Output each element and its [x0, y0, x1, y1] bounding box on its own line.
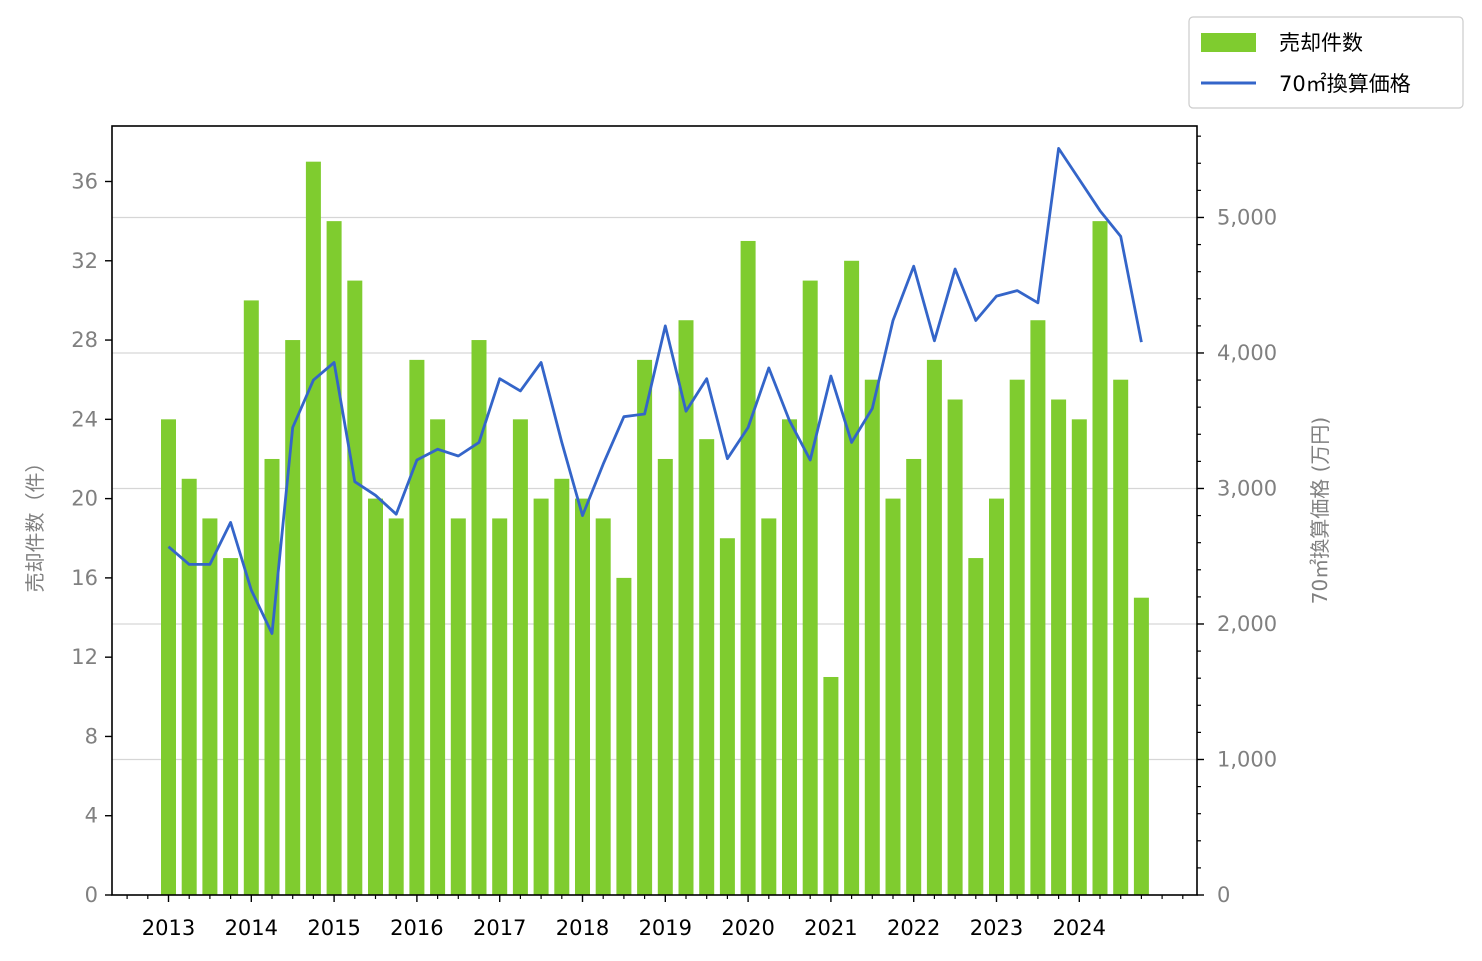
bar	[1133, 597, 1149, 895]
bar	[430, 419, 446, 895]
bar	[637, 359, 653, 896]
left-tick-label: 36	[71, 169, 98, 193]
bar	[554, 478, 570, 895]
bar	[1009, 379, 1025, 895]
right-tick-label: 1,000	[1217, 747, 1277, 771]
left-tick-label: 32	[71, 249, 98, 273]
bar	[719, 538, 735, 895]
bar	[264, 458, 280, 895]
bar	[1113, 379, 1129, 895]
bar	[947, 399, 963, 895]
left-tick-label: 28	[71, 328, 98, 352]
right-axis-label: 70㎡換算価格 (万円)	[1308, 417, 1332, 604]
left-tick-label: 8	[85, 724, 98, 748]
bar	[450, 518, 466, 895]
bar	[678, 320, 694, 896]
bar	[1051, 399, 1067, 895]
legend-line-label: 70㎡換算価格	[1279, 72, 1411, 96]
bar	[864, 379, 880, 895]
price-line	[167, 146, 1143, 635]
x-tick-label: 2019	[639, 916, 692, 940]
bar	[761, 518, 777, 895]
legend-box	[1188, 16, 1464, 109]
bar	[223, 558, 239, 895]
right-tick-label: 5,000	[1217, 205, 1277, 229]
bar	[740, 240, 756, 895]
right-tick-label: 4,000	[1217, 341, 1277, 365]
bar	[699, 439, 715, 895]
plot-frame	[111, 125, 1198, 896]
bar	[595, 518, 611, 895]
bar	[533, 498, 549, 895]
left-axis-label: 売却件数（件）	[23, 453, 47, 593]
bar	[885, 498, 901, 895]
bar	[285, 340, 301, 896]
bar	[844, 260, 860, 895]
bar	[823, 676, 839, 895]
x-tick-label: 2018	[556, 916, 609, 940]
bar	[906, 458, 922, 895]
legend: 売却件数 70㎡換算価格	[1188, 16, 1464, 109]
bar	[512, 419, 528, 895]
bar	[1092, 221, 1108, 895]
bar	[471, 340, 487, 896]
bar	[1071, 419, 1087, 895]
bar-series	[161, 161, 1149, 896]
bar	[161, 419, 176, 895]
bar	[347, 280, 363, 895]
bar	[968, 558, 984, 895]
right-tick-label: 2,000	[1217, 612, 1277, 636]
left-tick-label: 4	[85, 804, 98, 828]
left-tick-label: 12	[71, 645, 98, 669]
line-series	[167, 146, 1143, 635]
x-tick-label: 2017	[473, 916, 526, 940]
left-tick-label: 16	[71, 566, 98, 590]
bar	[1030, 320, 1046, 896]
x-tick-label: 2021	[804, 916, 857, 940]
bar	[181, 478, 197, 895]
x-tick-label: 2014	[225, 916, 278, 940]
left-tick-label: 20	[71, 487, 98, 511]
bar	[575, 498, 590, 895]
bar	[368, 498, 383, 895]
bar	[616, 577, 632, 895]
right-tick-label: 3,000	[1217, 476, 1277, 500]
x-tick-label: 2015	[307, 916, 360, 940]
x-tick-label: 2016	[390, 916, 443, 940]
legend-bar-label: 売却件数	[1279, 31, 1363, 55]
x-tick-label: 2023	[970, 916, 1023, 940]
bar	[989, 498, 1004, 895]
bar	[657, 458, 673, 895]
left-tick-label: 0	[85, 883, 98, 907]
left-tick-label: 24	[71, 407, 98, 431]
x-tick-label: 2020	[721, 916, 774, 940]
bar	[305, 161, 321, 895]
bar	[782, 419, 797, 895]
bar	[802, 280, 818, 895]
axes: 0481216202428323601,0002,0003,0004,0005,…	[71, 135, 1277, 940]
bar	[388, 518, 404, 895]
bar	[492, 518, 508, 895]
x-tick-label: 2013	[142, 916, 195, 940]
bar	[243, 300, 259, 896]
bar	[326, 221, 342, 895]
x-tick-label: 2024	[1053, 916, 1106, 940]
bar	[409, 359, 425, 896]
x-tick-label: 2022	[887, 916, 940, 940]
legend-bar-swatch	[1201, 33, 1256, 52]
bar	[926, 359, 942, 896]
bar	[202, 518, 218, 895]
right-tick-label: 0	[1217, 883, 1230, 907]
